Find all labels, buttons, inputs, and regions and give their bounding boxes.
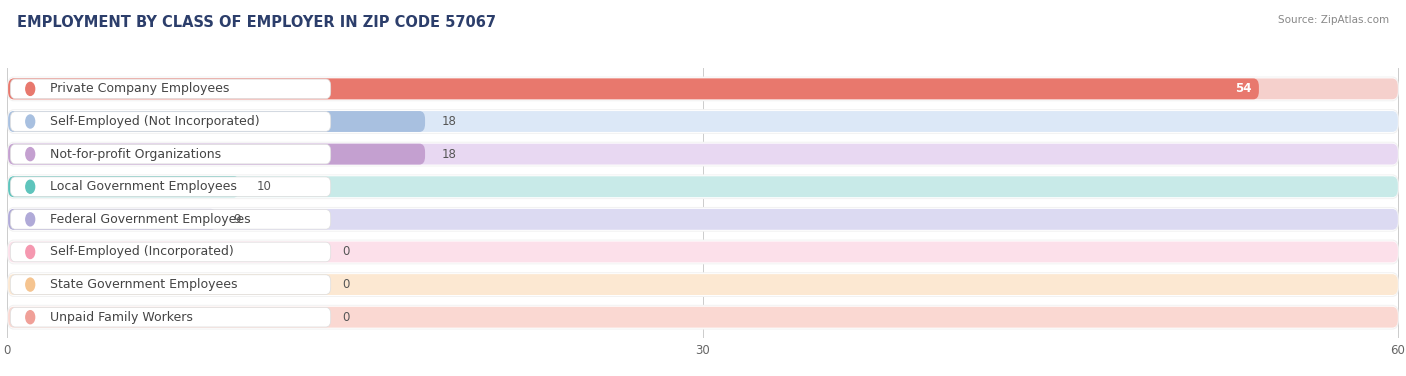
Text: 18: 18 — [441, 115, 457, 128]
Text: Unpaid Family Workers: Unpaid Family Workers — [51, 311, 193, 324]
FancyBboxPatch shape — [7, 76, 1399, 101]
FancyBboxPatch shape — [8, 175, 1398, 198]
FancyBboxPatch shape — [10, 112, 330, 131]
FancyBboxPatch shape — [7, 240, 1399, 264]
Circle shape — [25, 278, 35, 291]
FancyBboxPatch shape — [10, 242, 330, 262]
FancyBboxPatch shape — [8, 274, 1398, 295]
Circle shape — [25, 82, 35, 96]
Text: 9: 9 — [233, 213, 240, 226]
Text: 10: 10 — [256, 180, 271, 193]
Text: Federal Government Employees: Federal Government Employees — [51, 213, 250, 226]
FancyBboxPatch shape — [10, 209, 330, 229]
FancyBboxPatch shape — [8, 110, 1398, 133]
Text: Private Company Employees: Private Company Employees — [51, 82, 229, 96]
Text: 18: 18 — [441, 148, 457, 161]
FancyBboxPatch shape — [8, 79, 1398, 99]
Circle shape — [25, 115, 35, 128]
FancyBboxPatch shape — [10, 275, 330, 294]
FancyBboxPatch shape — [7, 142, 1399, 167]
FancyBboxPatch shape — [8, 241, 1398, 262]
FancyBboxPatch shape — [10, 79, 330, 99]
FancyBboxPatch shape — [8, 306, 1398, 329]
FancyBboxPatch shape — [7, 174, 1399, 199]
FancyBboxPatch shape — [7, 305, 1399, 330]
Text: Local Government Employees: Local Government Employees — [51, 180, 238, 193]
Text: Self-Employed (Not Incorporated): Self-Employed (Not Incorporated) — [51, 115, 260, 128]
FancyBboxPatch shape — [8, 111, 425, 132]
FancyBboxPatch shape — [10, 308, 330, 327]
FancyBboxPatch shape — [8, 143, 1398, 165]
FancyBboxPatch shape — [8, 241, 1398, 263]
Text: Not-for-profit Organizations: Not-for-profit Organizations — [51, 148, 221, 161]
FancyBboxPatch shape — [8, 111, 1398, 132]
FancyBboxPatch shape — [8, 77, 1398, 100]
Text: EMPLOYMENT BY CLASS OF EMPLOYER IN ZIP CODE 57067: EMPLOYMENT BY CLASS OF EMPLOYER IN ZIP C… — [17, 15, 496, 30]
Text: 0: 0 — [342, 246, 349, 258]
Text: Source: ZipAtlas.com: Source: ZipAtlas.com — [1278, 15, 1389, 25]
FancyBboxPatch shape — [8, 307, 1398, 327]
FancyBboxPatch shape — [8, 209, 217, 230]
FancyBboxPatch shape — [8, 273, 1398, 296]
Circle shape — [25, 148, 35, 161]
FancyBboxPatch shape — [8, 144, 1398, 165]
FancyBboxPatch shape — [8, 79, 1258, 99]
FancyBboxPatch shape — [7, 109, 1399, 134]
Text: 0: 0 — [342, 311, 349, 324]
FancyBboxPatch shape — [7, 207, 1399, 232]
FancyBboxPatch shape — [8, 208, 1398, 231]
Text: State Government Employees: State Government Employees — [51, 278, 238, 291]
FancyBboxPatch shape — [8, 144, 425, 165]
Text: Self-Employed (Incorporated): Self-Employed (Incorporated) — [51, 246, 233, 258]
Text: 54: 54 — [1234, 82, 1251, 96]
FancyBboxPatch shape — [8, 176, 240, 197]
FancyBboxPatch shape — [7, 272, 1399, 297]
Text: 0: 0 — [342, 278, 349, 291]
FancyBboxPatch shape — [8, 176, 1398, 197]
Circle shape — [25, 180, 35, 193]
Circle shape — [25, 311, 35, 324]
Circle shape — [25, 246, 35, 258]
FancyBboxPatch shape — [10, 144, 330, 164]
FancyBboxPatch shape — [10, 177, 330, 197]
FancyBboxPatch shape — [8, 209, 1398, 230]
Circle shape — [25, 213, 35, 226]
